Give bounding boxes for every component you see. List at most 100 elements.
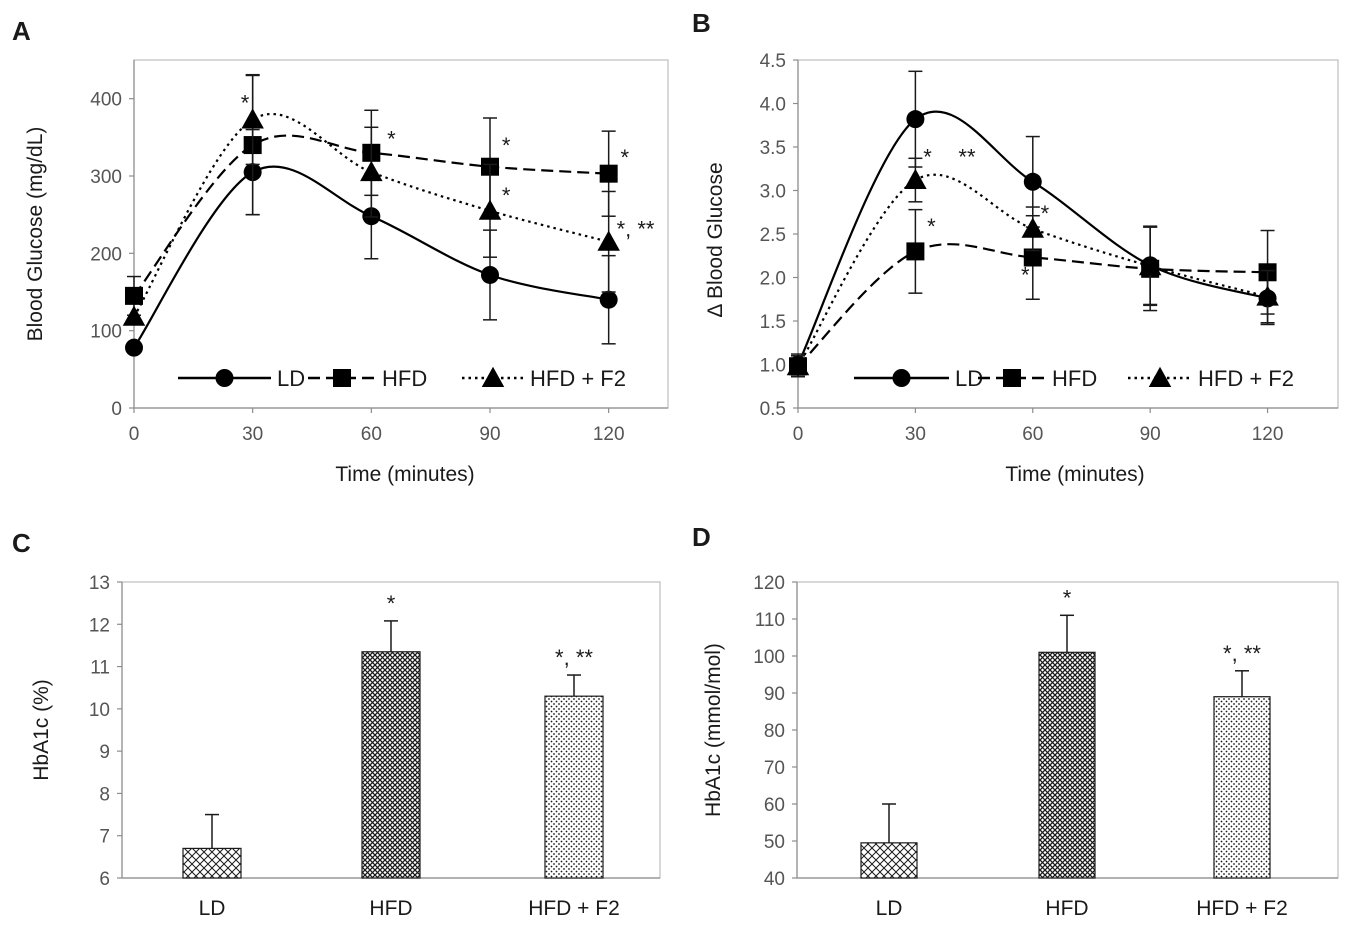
x-tick-label: 30 xyxy=(905,424,926,445)
y-tick-label: 80 xyxy=(764,721,785,742)
data-point xyxy=(122,305,146,326)
legend-marker xyxy=(1003,369,1021,387)
x-tick-label: 90 xyxy=(479,424,500,445)
y-tick-label: 4.0 xyxy=(760,95,786,116)
y-tick-label: 200 xyxy=(90,244,122,265)
bar xyxy=(182,847,242,879)
data-point xyxy=(1021,217,1045,238)
legend-marker xyxy=(333,369,351,387)
data-point xyxy=(478,199,502,220)
data-point xyxy=(1023,172,1042,191)
category-label: LD xyxy=(199,897,226,920)
significance-marker: * xyxy=(621,145,630,170)
significance-marker: * xyxy=(927,214,936,239)
y-tick-label: 9 xyxy=(99,742,110,763)
y-tick-label: 120 xyxy=(753,573,785,594)
significance-marker: * xyxy=(1063,585,1072,610)
data-point xyxy=(906,110,925,129)
panel-letter: B xyxy=(692,8,711,38)
data-point xyxy=(906,242,925,261)
y-tick-label: 110 xyxy=(755,610,785,631)
category-label: HFD xyxy=(369,897,412,920)
y-axis-label: HbA1c (%) xyxy=(30,679,53,781)
y-tick-label: 70 xyxy=(764,758,785,779)
bar xyxy=(1213,696,1271,879)
data-point xyxy=(241,108,264,129)
panel-d: D 40 50 60 70 80 90 100 110 120 HbA1c (mmol/mol) LD… xyxy=(692,522,1339,920)
y-tick-label: 12 xyxy=(89,615,110,636)
y-tick-label: 13 xyxy=(89,573,110,594)
x-tick-label: 0 xyxy=(129,424,140,445)
x-tick-label: 30 xyxy=(242,424,263,445)
significance-marker: *, ** xyxy=(617,216,655,241)
y-tick-label: 0.5 xyxy=(760,399,786,420)
legend-marker xyxy=(481,366,505,387)
significance-marker: * xyxy=(502,133,511,158)
data-point xyxy=(904,168,927,190)
y-tick-label: 7 xyxy=(99,827,110,848)
series-line xyxy=(133,165,609,349)
y-tick-label: 50 xyxy=(764,832,785,853)
panel-b: B 0.5 1.0 1.5 2.0 2.5 3.0 3.5 4.0 4.5 Δ Blood Gluc… xyxy=(692,8,1339,486)
legend-marker xyxy=(892,369,911,387)
y-tick-label: 8 xyxy=(99,784,110,805)
y-tick-label: 100 xyxy=(90,322,122,343)
category-label: LD xyxy=(876,897,903,920)
panel-letter: D xyxy=(692,522,711,552)
x-tick-label: 120 xyxy=(1252,424,1284,445)
y-axis-label: Blood Glucose (mg/dL) xyxy=(24,127,47,342)
y-tick-label: 3.5 xyxy=(760,138,786,159)
y-tick-label: 4.5 xyxy=(760,51,786,72)
data-point xyxy=(786,354,810,376)
significance-marker: *, ** xyxy=(555,645,593,670)
legend-marker xyxy=(1148,366,1172,387)
data-point xyxy=(481,265,499,284)
series-hfd-f2 xyxy=(786,157,1279,378)
y-axis-label: HbA1c (mmol/mol) xyxy=(702,643,725,817)
y-tick-label: 2.5 xyxy=(760,225,786,246)
bar xyxy=(544,695,604,879)
category-label: HFD + F2 xyxy=(1196,897,1288,920)
y-tick-label: 90 xyxy=(764,684,785,705)
data-point xyxy=(360,160,383,182)
data-point xyxy=(597,230,620,251)
y-tick-label: 3.0 xyxy=(760,182,786,203)
y-tick-label: 1.5 xyxy=(760,312,786,333)
x-tick-label: 0 xyxy=(793,424,804,445)
significance-marker: * xyxy=(923,144,932,169)
category-label: HFD xyxy=(1045,897,1088,920)
y-tick-label: 0 xyxy=(111,399,122,420)
y-tick-label: 400 xyxy=(90,90,122,111)
data-point xyxy=(125,286,143,305)
y-tick-label: 6 xyxy=(99,869,110,890)
significance-marker: ** xyxy=(958,144,976,169)
panel-letter: C xyxy=(12,528,31,558)
significance-marker: * xyxy=(502,183,511,208)
y-axis-label: Δ Blood Glucose xyxy=(704,162,727,317)
panel-c: C 6 7 8 9 10 11 12 13 HbA1c (%) LD HFD * HFD + F2 *, *… xyxy=(12,528,661,920)
legend-label: HFD xyxy=(382,366,427,391)
x-axis-label: Time (minutes) xyxy=(335,463,474,486)
legend-label: HFD + F2 xyxy=(1198,366,1294,391)
legend-label: LD xyxy=(277,366,305,391)
x-tick-label: 60 xyxy=(361,424,382,445)
x-tick-label: 120 xyxy=(593,424,625,445)
series-line xyxy=(797,173,1268,367)
panel-a: A 0 100 200 300 400 Blood Glucose (mg/dL) 0 30 60… xyxy=(12,16,669,486)
plot-frame xyxy=(133,59,669,409)
bar xyxy=(860,842,918,879)
significance-marker: * xyxy=(387,127,396,152)
significance-marker: * xyxy=(1041,201,1050,226)
y-tick-label: 1.0 xyxy=(760,356,786,377)
series-hfd-f2 xyxy=(122,73,620,326)
category-label: HFD + F2 xyxy=(528,897,620,920)
data-point xyxy=(1256,285,1279,306)
y-tick-label: 11 xyxy=(90,658,110,679)
legend-marker xyxy=(215,369,234,387)
y-tick-label: 2.0 xyxy=(760,269,786,290)
significance-marker: * xyxy=(1021,263,1030,288)
x-axis-label: Time (minutes) xyxy=(1005,463,1144,486)
data-point xyxy=(1023,248,1042,267)
significance-marker: *, ** xyxy=(1223,641,1261,666)
